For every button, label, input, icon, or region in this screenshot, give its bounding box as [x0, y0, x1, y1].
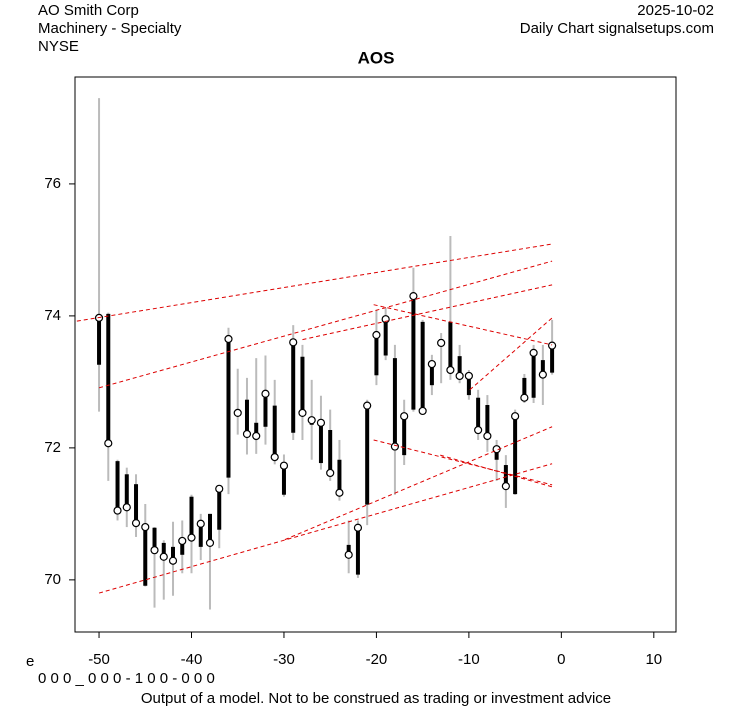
- close-marker: [178, 536, 187, 546]
- close-marker: [122, 503, 131, 512]
- close-marker: [233, 408, 242, 418]
- close-marker: [437, 338, 446, 348]
- close-marker: [215, 484, 224, 493]
- trend-line: [440, 454, 553, 488]
- close-marker: [363, 401, 372, 410]
- close-marker: [418, 406, 427, 416]
- chart-title: AOS: [358, 48, 395, 67]
- close-marker: [520, 393, 529, 402]
- close-marker: [298, 408, 307, 418]
- close-marker: [483, 431, 492, 441]
- x-tick-label: -10: [458, 651, 480, 668]
- close-marker: [242, 429, 252, 439]
- footer: Output of a model. Not to be construed a…: [141, 690, 611, 707]
- close-marker: [252, 431, 261, 441]
- close-marker: [409, 291, 418, 301]
- date: 2025-10-02: [637, 2, 714, 19]
- close-marker: [289, 338, 298, 347]
- close-marker: [353, 523, 363, 532]
- close-marker: [104, 439, 113, 448]
- close-marker: [538, 370, 547, 379]
- close-marker: [141, 522, 150, 532]
- close-marker: [344, 550, 353, 559]
- close-marker: [455, 371, 464, 381]
- close-marker: [427, 359, 437, 369]
- close-marker: [400, 412, 409, 421]
- close-marker: [187, 533, 196, 542]
- corner-mark: e: [26, 653, 34, 670]
- close-marker: [390, 442, 400, 451]
- y-tick-label: 74: [44, 307, 61, 324]
- trend-line: [284, 426, 553, 541]
- x-tick-label: 10: [645, 651, 662, 668]
- close-marker: [326, 468, 335, 478]
- exchange: NYSE: [38, 38, 79, 55]
- close-marker: [548, 341, 557, 350]
- y-tick-label: 72: [44, 439, 61, 456]
- close-marker: [316, 418, 326, 427]
- source: Daily Chart signalsetups.com: [520, 20, 714, 37]
- close-marker: [511, 412, 520, 421]
- x-tick-label: -50: [88, 651, 110, 668]
- close-marker: [270, 453, 279, 462]
- y-tick-label: 76: [44, 175, 61, 192]
- trend-line: [373, 304, 553, 346]
- x-tick-label: -30: [273, 651, 295, 668]
- industry: Machinery - Specialty: [38, 20, 182, 37]
- x-tick-label: 0: [557, 651, 565, 668]
- close-marker: [159, 552, 168, 561]
- close-marker: [205, 538, 215, 548]
- trend-line: [98, 260, 553, 389]
- close-marker: [335, 488, 344, 497]
- code: 0 0 0 _ 0 0 0 - 1 0 0 - 0 0 0: [38, 670, 215, 687]
- close-marker: [529, 348, 538, 357]
- close-marker: [372, 330, 381, 340]
- close-marker: [261, 389, 270, 398]
- close-marker: [446, 365, 455, 375]
- trend-line: [469, 317, 553, 391]
- close-marker: [113, 506, 122, 515]
- x-tick-label: -40: [181, 651, 203, 668]
- trend-line: [98, 463, 553, 594]
- close-marker: [196, 519, 205, 528]
- close-marker: [464, 371, 473, 381]
- close-marker: [474, 425, 483, 435]
- company: AO Smith Corp: [38, 2, 139, 19]
- close-marker: [168, 556, 178, 565]
- close-marker: [131, 519, 141, 528]
- close-marker: [150, 546, 159, 555]
- trend-line: [373, 439, 553, 486]
- plot-frame: [74, 76, 677, 633]
- y-tick-label: 70: [44, 571, 61, 588]
- close-marker: [501, 482, 510, 491]
- close-marker: [279, 461, 289, 470]
- close-marker: [224, 334, 233, 344]
- trend-line: [302, 284, 553, 341]
- trend-line: [76, 243, 553, 322]
- close-marker: [307, 416, 316, 425]
- x-tick-label: -20: [366, 651, 388, 668]
